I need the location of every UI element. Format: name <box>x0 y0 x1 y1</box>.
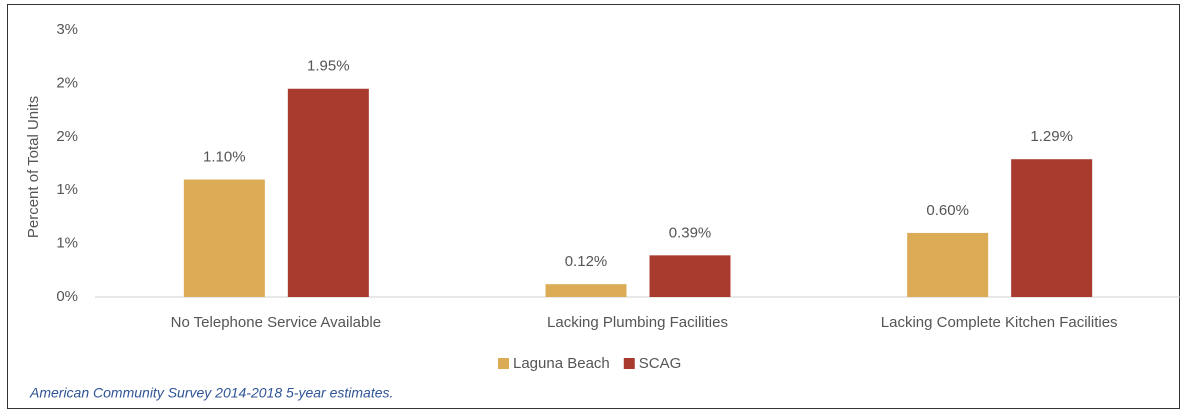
legend-swatch <box>498 358 509 369</box>
y-tick-label: 2% <box>56 74 78 91</box>
value-label: 1.95% <box>307 58 350 75</box>
bar <box>545 284 627 297</box>
y-tick-label: 1% <box>56 235 78 252</box>
legend-label: SCAG <box>639 355 682 372</box>
frame <box>7 4 1180 409</box>
value-label: 1.29% <box>1030 128 1073 145</box>
value-label: 1.10% <box>203 148 246 165</box>
y-tick-label: 3% <box>56 21 78 38</box>
bar <box>287 88 369 298</box>
x-tick-label: Lacking Plumbing Facilities <box>547 314 728 331</box>
bar <box>907 232 989 297</box>
y-tick-label: 2% <box>56 128 78 145</box>
y-tick-label: 1% <box>56 181 78 198</box>
y-tick-label: 0% <box>56 288 78 305</box>
x-tick-label: No Telephone Service Available <box>171 314 381 331</box>
bar <box>649 255 731 297</box>
legend-swatch <box>623 358 635 369</box>
value-label: 0.12% <box>565 253 608 270</box>
value-label: 0.60% <box>926 202 969 219</box>
legend-label: Laguna Beach <box>513 355 610 372</box>
bar <box>183 179 265 297</box>
x-tick-label: Lacking Complete Kitchen Facilities <box>881 314 1118 331</box>
value-label: 0.39% <box>669 224 712 241</box>
source-note: American Community Survey 2014-2018 5-ye… <box>29 385 393 401</box>
bar <box>1011 159 1093 297</box>
y-axis-title: Percent of Total Units <box>25 96 42 238</box>
